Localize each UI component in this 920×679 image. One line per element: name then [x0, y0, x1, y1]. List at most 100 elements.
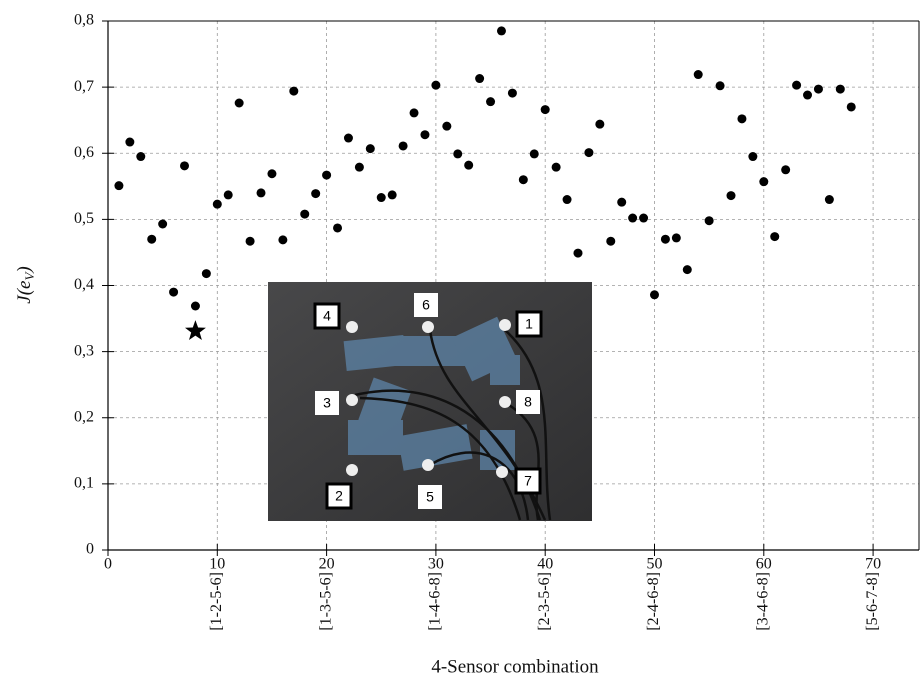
- point: [813, 84, 823, 94]
- sensor-label: 4: [323, 308, 331, 324]
- sensor-label: 8: [524, 394, 532, 410]
- point: [180, 161, 190, 171]
- point: [322, 170, 332, 180]
- y-tick-label: 0,4: [74, 276, 94, 293]
- combination-label: [1-3-5-6]: [317, 572, 334, 631]
- point: [333, 223, 343, 233]
- sensor-box: [313, 293, 543, 510]
- point: [278, 235, 288, 245]
- point: [551, 162, 561, 172]
- x-tick-label: 20: [319, 556, 335, 573]
- point: [759, 177, 769, 187]
- point: [234, 98, 244, 108]
- point: [671, 233, 681, 243]
- highlight-star: [185, 320, 206, 340]
- x-tick-label: 10: [209, 556, 225, 573]
- sensor-label: 5: [426, 489, 434, 505]
- point: [824, 195, 834, 205]
- point: [420, 130, 430, 140]
- point: [682, 265, 692, 275]
- y-label-part: ): [14, 266, 35, 273]
- y-tick-label: 0,6: [74, 144, 94, 161]
- x-tick-label: 50: [646, 556, 662, 573]
- point: [300, 209, 310, 219]
- point: [507, 88, 517, 98]
- point: [190, 301, 200, 311]
- point: [431, 80, 441, 90]
- point: [726, 191, 736, 201]
- point: [606, 236, 616, 246]
- point: [212, 199, 222, 209]
- point: [256, 188, 266, 198]
- sensor-label: 6: [422, 297, 430, 313]
- point: [343, 133, 353, 143]
- x-tick-label: 70: [865, 556, 881, 573]
- point: [540, 105, 550, 115]
- point: [158, 219, 168, 229]
- y-tick-label: 0,5: [74, 210, 94, 227]
- combination-label: [1-2-5-6]: [208, 572, 225, 631]
- point: [584, 148, 594, 158]
- point: [453, 149, 463, 159]
- point: [715, 81, 725, 91]
- point: [792, 80, 802, 90]
- y-axis-label: J(eV): [14, 266, 37, 303]
- point: [464, 160, 474, 170]
- point: [475, 74, 485, 84]
- x-tick-label: 30: [428, 556, 444, 573]
- combination-label: [1-4-6-8]: [427, 572, 444, 631]
- sensor-label: 1: [525, 316, 533, 332]
- point: [409, 108, 419, 118]
- point: [147, 234, 157, 244]
- y-label-part: J(e: [14, 281, 35, 304]
- point: [573, 248, 583, 258]
- point: [201, 269, 211, 279]
- point: [704, 216, 714, 226]
- point: [114, 181, 124, 191]
- point: [245, 236, 255, 246]
- combination-label: [2-4-6-8]: [645, 572, 662, 631]
- point: [803, 90, 813, 100]
- point: [365, 144, 375, 154]
- point: [267, 169, 277, 179]
- point: [617, 197, 627, 207]
- point: [289, 86, 299, 96]
- point: [518, 175, 528, 185]
- point: [376, 193, 386, 203]
- point: [737, 114, 747, 124]
- point: [496, 26, 506, 36]
- point: [639, 213, 649, 223]
- point: [693, 70, 703, 80]
- sensor-label: 3: [323, 395, 331, 411]
- point: [649, 290, 659, 300]
- y-tick-label: 0,8: [74, 12, 94, 29]
- point: [486, 97, 496, 107]
- point: [770, 232, 780, 242]
- y-tick-label: 0: [86, 541, 94, 558]
- point: [442, 121, 452, 131]
- point: [660, 234, 670, 244]
- point: [595, 119, 605, 129]
- point: [846, 102, 856, 112]
- x-tick-label: 0: [104, 556, 112, 573]
- point: [311, 189, 321, 199]
- point: [223, 190, 233, 200]
- combination-label: [5-6-7-8]: [864, 572, 881, 631]
- y-tick-label: 0,1: [74, 475, 94, 492]
- point: [628, 213, 638, 223]
- inset-photo: 4 6 1 3 8 2 5 7: [268, 282, 592, 521]
- point: [125, 137, 135, 147]
- point: [529, 149, 539, 159]
- combination-label: [2-3-5-6]: [536, 572, 553, 631]
- point: [354, 162, 364, 172]
- y-tick-label: 0,3: [74, 342, 94, 359]
- x-axis-label: 4-Sensor combination: [431, 656, 599, 677]
- y-tick-label: 0,7: [74, 78, 94, 95]
- point: [748, 152, 758, 162]
- point: [398, 141, 408, 151]
- x-tick-label: 60: [756, 556, 772, 573]
- x-tick-label: 40: [537, 556, 553, 573]
- sensor-label: 7: [524, 473, 532, 489]
- point: [136, 152, 146, 162]
